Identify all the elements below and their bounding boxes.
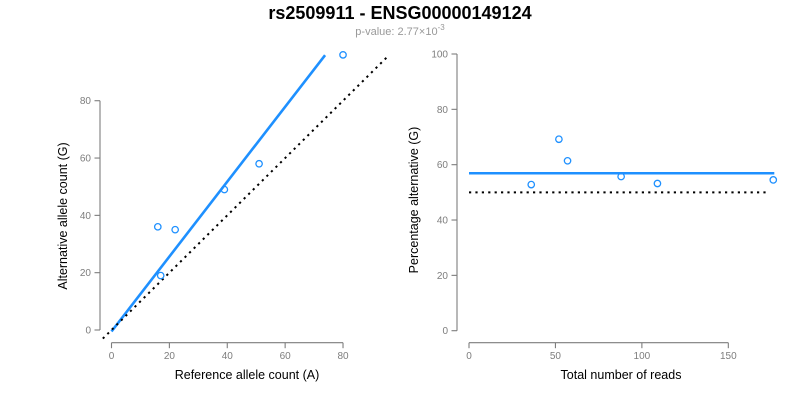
x-tick-label: 0 <box>109 351 115 362</box>
data-point <box>563 156 572 165</box>
allele-count-scatter-panel: Reference allele count (A) Alternative a… <box>56 51 389 382</box>
data-point <box>171 225 180 234</box>
percentage-scatter-panel: Total number of reads Percentage alterna… <box>407 50 778 382</box>
y-tick-label: 60 <box>80 154 92 165</box>
data-point <box>555 135 563 144</box>
y-tick-label: 80 <box>437 105 449 116</box>
data-point <box>527 180 536 189</box>
y-tick-label: 40 <box>80 211 92 222</box>
x-tick-label: 40 <box>222 351 234 362</box>
x-tick-label: 50 <box>550 351 562 362</box>
x-tick-label: 60 <box>280 351 292 362</box>
x-tick-label: 20 <box>164 351 176 362</box>
data-point <box>153 222 162 231</box>
data-point <box>653 179 662 188</box>
data-point <box>220 185 229 194</box>
y-tick-label: 0 <box>442 326 448 337</box>
x-tick-label: 150 <box>720 351 737 362</box>
y-tick-label: 80 <box>80 96 92 107</box>
figure-title: rs2509911 - ENSG00000149124 <box>268 3 531 23</box>
y-tick-label: 20 <box>437 271 449 282</box>
x-tick-label: 0 <box>466 351 472 362</box>
data-point <box>255 159 263 168</box>
y-tick-label: 100 <box>431 50 448 61</box>
y-tick-label: 60 <box>437 160 449 171</box>
right-x-axis-title: Total number of reads <box>561 368 682 382</box>
data-point <box>156 271 165 280</box>
pvalue-exponent: -3 <box>438 23 446 32</box>
y-tick-label: 40 <box>437 216 449 227</box>
data-point <box>617 172 625 181</box>
left-x-axis-title: Reference allele count (A) <box>175 368 320 382</box>
right-y-axis-title: Percentage alternative (G) <box>407 127 421 274</box>
y-tick-label: 20 <box>80 268 92 279</box>
left-y-axis-title: Alternative allele count (G) <box>56 142 70 289</box>
y-tick-label: 0 <box>85 326 91 337</box>
identity-line <box>102 55 389 340</box>
data-point <box>339 51 347 59</box>
pvalue-mantissa: p-value: 2.77×10 <box>355 26 437 38</box>
data-point <box>769 176 778 184</box>
figure-subtitle-pvalue: p-value: 2.77×10-3 <box>355 23 445 38</box>
x-tick-label: 80 <box>337 351 349 362</box>
fit-line <box>110 54 327 333</box>
x-tick-label: 100 <box>634 351 651 362</box>
